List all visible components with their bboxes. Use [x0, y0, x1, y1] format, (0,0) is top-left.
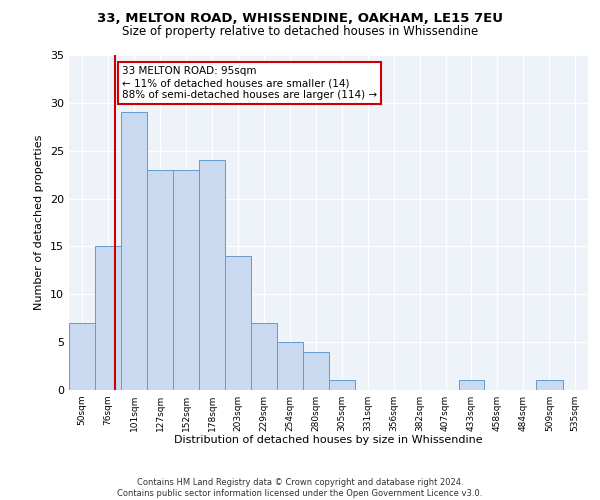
Text: Size of property relative to detached houses in Whissendine: Size of property relative to detached ho… — [122, 25, 478, 38]
Bar — [303, 352, 329, 390]
Bar — [277, 342, 303, 390]
X-axis label: Distribution of detached houses by size in Whissendine: Distribution of detached houses by size … — [174, 436, 483, 446]
Bar — [199, 160, 224, 390]
Text: 33, MELTON ROAD, WHISSENDINE, OAKHAM, LE15 7EU: 33, MELTON ROAD, WHISSENDINE, OAKHAM, LE… — [97, 12, 503, 26]
Bar — [251, 323, 277, 390]
Bar — [173, 170, 199, 390]
Bar — [536, 380, 563, 390]
Bar — [224, 256, 251, 390]
Bar — [69, 323, 95, 390]
Bar — [95, 246, 121, 390]
Bar — [121, 112, 148, 390]
Bar — [459, 380, 484, 390]
Text: 33 MELTON ROAD: 95sqm
← 11% of detached houses are smaller (14)
88% of semi-deta: 33 MELTON ROAD: 95sqm ← 11% of detached … — [122, 66, 377, 100]
Text: Contains HM Land Registry data © Crown copyright and database right 2024.
Contai: Contains HM Land Registry data © Crown c… — [118, 478, 482, 498]
Y-axis label: Number of detached properties: Number of detached properties — [34, 135, 44, 310]
Bar — [148, 170, 173, 390]
Bar — [329, 380, 355, 390]
